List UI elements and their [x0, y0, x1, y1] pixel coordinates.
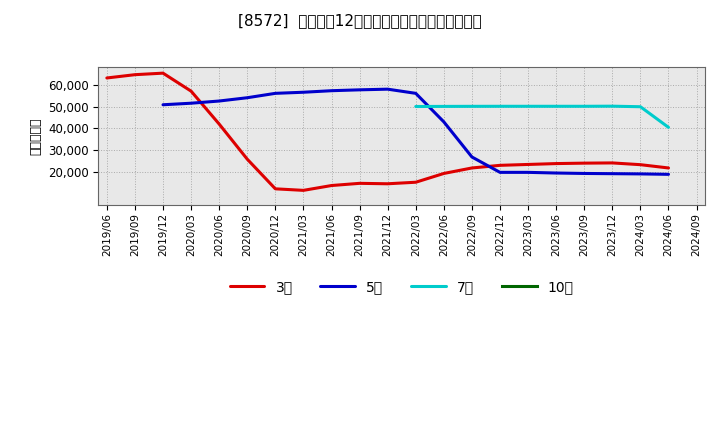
3年 [580, 161, 588, 166]
3年 [243, 157, 251, 162]
3年 [130, 72, 139, 77]
7年 [439, 104, 448, 109]
Line: 5年: 5年 [163, 89, 668, 174]
5年 [495, 170, 504, 175]
7年 [580, 104, 588, 109]
5年 [271, 91, 279, 96]
3年 [355, 181, 364, 186]
3年 [523, 162, 532, 167]
5年 [158, 102, 167, 107]
3年 [439, 171, 448, 176]
Legend: 3年, 5年, 7年, 10年: 3年, 5年, 7年, 10年 [224, 275, 580, 300]
3年 [608, 160, 616, 165]
5年 [580, 171, 588, 176]
5年 [355, 87, 364, 92]
3年 [102, 75, 111, 81]
3年 [271, 186, 279, 191]
7年 [636, 104, 644, 110]
5年 [327, 88, 336, 93]
3年 [383, 181, 392, 187]
3年 [467, 165, 476, 171]
5年 [215, 99, 223, 104]
5年 [608, 171, 616, 176]
5年 [664, 172, 672, 177]
5年 [383, 87, 392, 92]
5年 [636, 171, 644, 176]
7年 [608, 103, 616, 109]
Line: 7年: 7年 [415, 106, 668, 127]
Text: [8572]  経常利益12か月移動合計の標準偏差の推移: [8572] 経常利益12か月移動合計の標準偏差の推移 [238, 13, 482, 28]
3年 [186, 88, 195, 94]
5年 [552, 170, 560, 176]
7年 [523, 104, 532, 109]
5年 [411, 91, 420, 96]
7年 [495, 104, 504, 109]
3年 [411, 180, 420, 185]
Y-axis label: （百万円）: （百万円） [30, 117, 42, 155]
3年 [158, 70, 167, 76]
7年 [664, 125, 672, 130]
7年 [467, 104, 476, 109]
5年 [439, 119, 448, 125]
5年 [186, 101, 195, 106]
3年 [636, 162, 644, 167]
3年 [327, 183, 336, 188]
3年 [495, 163, 504, 168]
3年 [215, 121, 223, 127]
Line: 3年: 3年 [107, 73, 668, 191]
7年 [552, 104, 560, 109]
5年 [467, 154, 476, 160]
3年 [299, 188, 307, 193]
5年 [243, 95, 251, 100]
5年 [523, 170, 532, 175]
5年 [299, 90, 307, 95]
3年 [552, 161, 560, 166]
3年 [664, 165, 672, 171]
7年 [411, 104, 420, 109]
